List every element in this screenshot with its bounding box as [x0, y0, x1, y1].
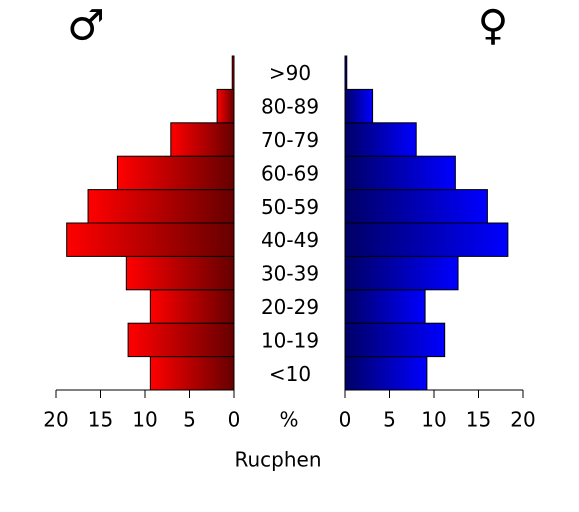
x-tick-label: 10: [132, 408, 157, 432]
bar: [344, 222, 509, 257]
bar: [66, 222, 235, 257]
category-label: <10: [269, 362, 311, 386]
x-tick-label: 15: [466, 408, 491, 432]
bar: [344, 55, 348, 90]
category-label: 70-79: [261, 128, 319, 152]
category-label: 60-69: [261, 161, 319, 185]
bar: [170, 122, 235, 157]
bar: [344, 356, 428, 391]
x-tick-label: 15: [88, 408, 113, 432]
bar: [116, 155, 235, 191]
bar: [344, 289, 426, 324]
x-tick-label: 5: [183, 408, 196, 432]
category-label: 30-39: [261, 262, 319, 286]
category-label: 20-29: [261, 295, 319, 319]
bar: [344, 189, 488, 224]
bar: [344, 88, 374, 124]
x-tick-label: 0: [228, 408, 241, 432]
category-label: >90: [269, 61, 311, 85]
male-symbol: ♂: [67, 1, 105, 50]
bar: [149, 356, 235, 391]
bar: [216, 88, 235, 124]
bar: [87, 189, 235, 224]
bar: [344, 255, 459, 291]
bar: [344, 122, 417, 157]
category-label: 10-19: [261, 328, 319, 352]
x-tick-label: 20: [43, 408, 68, 432]
x-tick-label: 10: [421, 408, 446, 432]
x-tick-label: 0: [339, 408, 352, 432]
category-label: 50-59: [261, 195, 319, 219]
x-tick-label: 20: [510, 408, 535, 432]
bar: [125, 255, 235, 291]
bar: [127, 322, 235, 358]
category-label: 40-49: [261, 228, 319, 252]
female-symbol: ♀: [478, 1, 509, 50]
bar: [344, 155, 456, 191]
bar: [344, 322, 446, 358]
bar: [149, 289, 235, 324]
category-label: 80-89: [261, 95, 319, 119]
bar: [231, 55, 235, 90]
x-tick-label: 5: [383, 408, 396, 432]
unit-label: %: [279, 408, 298, 432]
x-axis-label: Rucphen: [234, 448, 321, 472]
